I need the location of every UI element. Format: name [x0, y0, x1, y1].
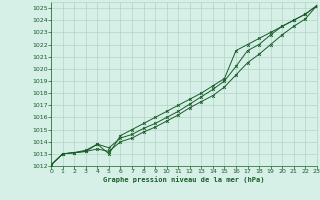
X-axis label: Graphe pression niveau de la mer (hPa): Graphe pression niveau de la mer (hPa): [103, 176, 265, 183]
